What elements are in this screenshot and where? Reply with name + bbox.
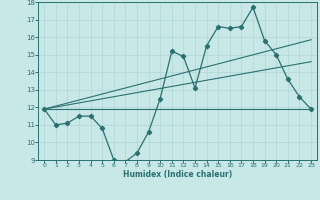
X-axis label: Humidex (Indice chaleur): Humidex (Indice chaleur)	[123, 170, 232, 179]
